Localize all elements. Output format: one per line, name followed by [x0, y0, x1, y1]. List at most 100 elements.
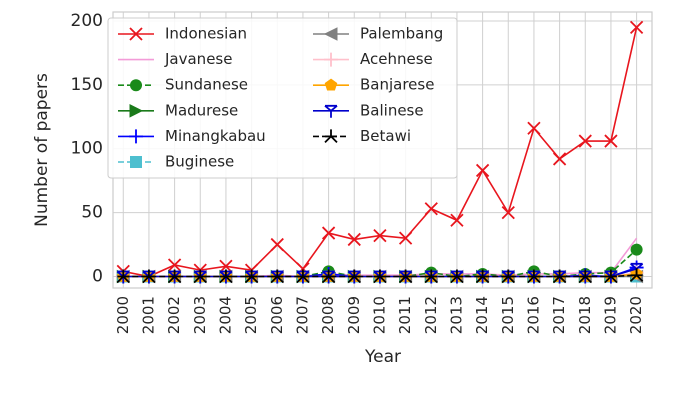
legend-marker	[324, 129, 338, 144]
data-point	[475, 163, 490, 178]
y-tick-label: 50	[81, 203, 103, 223]
x-tick-label: 2016	[524, 296, 542, 334]
y-axis-label: Number of papers	[32, 73, 52, 227]
legend-label: Acehnese	[360, 50, 433, 68]
data-point	[629, 20, 644, 34]
data-point	[296, 269, 310, 284]
legend-label: Javanese	[164, 50, 232, 68]
data-point	[167, 258, 182, 272]
data-point	[193, 269, 207, 284]
x-axis-label: Year	[364, 347, 401, 367]
x-tick-label: 2011	[396, 296, 414, 334]
data-point	[604, 269, 618, 284]
y-tick-label: 150	[71, 75, 103, 95]
legend-label: Banjarese	[360, 76, 434, 94]
legend-label: Minangkabau	[165, 127, 266, 145]
data-point	[578, 270, 592, 284]
data-point	[630, 243, 643, 256]
data-point	[373, 228, 387, 243]
x-tick-label: 2017	[550, 296, 568, 334]
data-point	[552, 152, 567, 166]
legend-marker	[129, 129, 143, 144]
y-tick-label: 100	[71, 139, 103, 159]
data-point	[167, 269, 182, 284]
data-point	[604, 134, 618, 148]
data-point	[347, 269, 361, 284]
data-point	[373, 270, 387, 284]
legend-marker	[130, 79, 142, 92]
x-tick-label: 2005	[242, 296, 260, 334]
data-point	[553, 270, 567, 284]
data-point	[193, 270, 207, 284]
data-point	[527, 121, 541, 135]
data-point	[399, 270, 413, 284]
x-tick-label: 2018	[576, 296, 594, 334]
data-point	[501, 270, 515, 284]
x-tick-label: 2019	[601, 296, 619, 334]
data-point	[476, 270, 490, 284]
legend-marker	[324, 52, 338, 67]
legend: Indonesian Javanese Sundanese Madurese Minan…	[107, 17, 458, 179]
x-tick-label: 2000	[114, 296, 132, 334]
legend-marker	[129, 103, 144, 118]
data-point	[475, 269, 490, 284]
data-point	[219, 259, 233, 273]
x-tick-label: 2007	[293, 296, 311, 334]
x-tick-label: 2001	[139, 296, 157, 334]
x-tick-label: 2014	[473, 296, 491, 334]
data-point	[450, 213, 464, 227]
x-tick-label: 2008	[319, 296, 337, 334]
x-tick-label: 2012	[422, 296, 440, 334]
data-point	[527, 269, 541, 284]
data-point	[142, 269, 156, 284]
data-point	[321, 226, 336, 240]
data-point	[219, 269, 233, 284]
legend-label: Indonesian	[165, 25, 247, 43]
x-tick-label: 2004	[216, 296, 234, 334]
data-point	[450, 269, 464, 284]
y-tick-label: 200	[71, 11, 103, 31]
data-point	[116, 270, 130, 284]
data-point	[219, 270, 233, 284]
data-point	[424, 202, 438, 216]
data-point	[604, 270, 618, 284]
data-point	[578, 134, 592, 148]
data-point	[450, 270, 464, 284]
data-point	[629, 268, 644, 282]
x-tick-label: 2015	[499, 296, 517, 334]
data-point	[322, 270, 336, 284]
x-tick-label: 2006	[268, 296, 286, 334]
data-point	[347, 232, 361, 247]
data-point	[578, 269, 592, 284]
legend-marker	[324, 104, 338, 118]
data-point	[142, 270, 156, 284]
x-tick-label: 2002	[165, 296, 183, 334]
y-tick-label: 0	[92, 267, 103, 287]
data-point	[527, 270, 541, 284]
x-tick-label: 2003	[191, 296, 209, 334]
legend-marker	[323, 27, 338, 41]
x-tick-label: 2013	[447, 296, 465, 334]
x-tick-label: 2009	[345, 296, 363, 334]
data-point	[552, 269, 567, 284]
legend-label: Betawi	[360, 127, 411, 145]
data-point	[296, 270, 310, 284]
data-point	[245, 270, 259, 284]
data-point	[398, 231, 413, 245]
legend-label: Sundanese	[165, 76, 248, 94]
data-point	[501, 205, 515, 220]
legend-marker	[130, 156, 142, 168]
x-tick-label: 2020	[627, 296, 645, 334]
data-point	[244, 269, 259, 284]
data-point	[347, 270, 361, 284]
data-point	[424, 269, 438, 284]
data-point	[270, 270, 284, 284]
data-point	[168, 270, 182, 284]
data-point	[270, 237, 284, 252]
legend-label: Palembang	[360, 25, 443, 43]
x-tick-label: 2010	[370, 296, 388, 334]
legend-marker	[129, 27, 143, 41]
data-point	[424, 270, 438, 284]
